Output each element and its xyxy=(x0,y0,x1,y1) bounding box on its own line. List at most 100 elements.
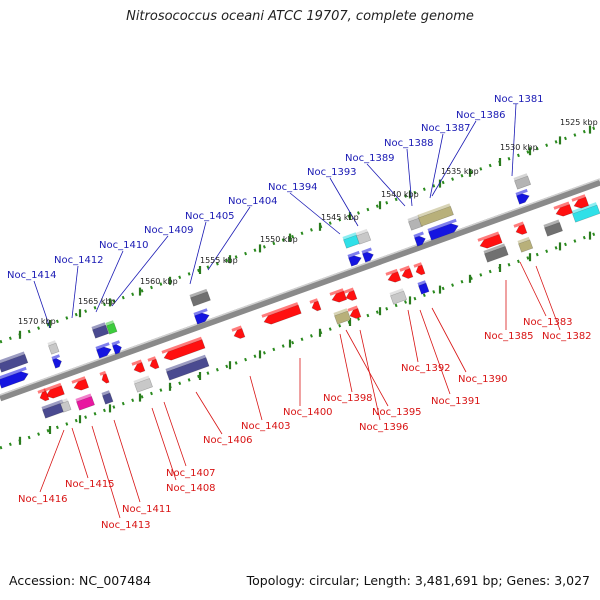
gene-shade xyxy=(515,188,528,196)
leader-line xyxy=(407,309,419,363)
gene-shade xyxy=(193,308,208,316)
reverse-gene-labels: Noc_1383 Noc_1382 Noc_1385 Noc_1390 Noc_… xyxy=(18,317,592,531)
leader-line xyxy=(431,120,477,197)
forward-gene-feature xyxy=(413,231,426,247)
reverse-gene-feature xyxy=(131,359,146,373)
gene-label[interactable]: Noc_1392 xyxy=(401,363,451,374)
reverse-gene-feature xyxy=(513,221,528,235)
gene-shade xyxy=(329,288,344,296)
gene-label[interactable]: Noc_1413 xyxy=(101,520,151,531)
gene-shade xyxy=(417,280,427,286)
gene-shade xyxy=(413,262,423,268)
reverse-gene-feature xyxy=(37,388,50,402)
reverse-gene-feature xyxy=(43,382,65,399)
leader-line xyxy=(113,419,141,503)
gene-label[interactable]: Noc_1403 xyxy=(241,421,291,432)
gene-label[interactable]: Noc_1412 xyxy=(54,255,104,266)
leader-line xyxy=(359,329,381,421)
accession-text: Accession: NC_007484 xyxy=(9,573,152,588)
reverse-gene-feature xyxy=(571,194,590,209)
gene-label[interactable]: Noc_1381 xyxy=(494,94,544,105)
forward-gene-labels: Noc_1381 Noc_1386 Noc_1387 Noc_1388 Noc_… xyxy=(7,94,544,281)
gene-shade xyxy=(399,265,410,272)
gene-label[interactable]: Noc_1390 xyxy=(458,374,508,385)
gene-shade xyxy=(417,203,451,218)
gene-shade xyxy=(59,398,69,404)
scale-label: 1555 kbp xyxy=(200,256,238,265)
gene-label[interactable]: Noc_1394 xyxy=(268,182,318,193)
gene-shade xyxy=(71,376,86,384)
scale-label: 1560 kbp xyxy=(140,277,178,286)
gene-shade xyxy=(413,231,424,238)
gene-shade xyxy=(47,340,57,346)
gene-label[interactable]: Noc_1389 xyxy=(345,153,395,164)
gene-label[interactable]: Noc_1383 xyxy=(523,317,573,328)
forward-gene-feature xyxy=(571,202,600,223)
reverse-gene-feature xyxy=(347,305,362,319)
gene-label[interactable]: Noc_1387 xyxy=(421,123,471,134)
forward-gene-feature xyxy=(0,366,29,389)
gene-label[interactable]: Noc_1395 xyxy=(372,407,422,418)
gene-label[interactable]: Noc_1388 xyxy=(384,138,434,149)
gene-label[interactable]: Noc_1414 xyxy=(7,270,57,281)
gene-label[interactable]: Noc_1404 xyxy=(228,196,278,207)
forward-gene-feature xyxy=(417,203,454,227)
gene-arrow xyxy=(515,223,528,235)
gene-label[interactable]: Noc_1398 xyxy=(323,393,373,404)
gene-shade xyxy=(189,288,208,298)
gene-label[interactable]: Noc_1416 xyxy=(18,494,68,505)
gene-label[interactable]: Noc_1393 xyxy=(307,167,357,178)
forward-gene-feature xyxy=(513,173,532,190)
gene-shade xyxy=(161,336,202,354)
leader-line xyxy=(111,235,169,307)
reverse-gene-feature xyxy=(59,398,72,413)
gene-shade xyxy=(553,201,570,210)
scale-label: 1570 kbp xyxy=(18,317,56,326)
gene-shade xyxy=(389,288,404,296)
gene-label[interactable]: Noc_1400 xyxy=(283,407,333,418)
gene-shade xyxy=(261,302,299,318)
reverse-gene-feature xyxy=(343,287,358,301)
gene-label[interactable]: Noc_1386 xyxy=(456,110,506,121)
gene-shade xyxy=(95,342,110,350)
gene-shade xyxy=(231,325,242,332)
leader-line xyxy=(195,391,223,435)
leader-line xyxy=(71,265,79,319)
leader-line xyxy=(419,309,451,395)
gene-label[interactable]: Noc_1411 xyxy=(122,504,172,515)
leader-line xyxy=(91,425,121,519)
gene-shade xyxy=(477,231,500,242)
gene-label[interactable]: Noc_1382 xyxy=(542,331,592,342)
genome-summary-text: Topology: circular; Length: 3,481,691 bp… xyxy=(246,573,590,588)
forward-gene-feature xyxy=(342,232,361,249)
scale-label: 1540 kbp xyxy=(381,190,419,199)
forward-gene-feature xyxy=(515,188,530,205)
leader-line xyxy=(535,265,561,331)
gene-label[interactable]: Noc_1405 xyxy=(185,211,235,222)
forward-gene-feature xyxy=(111,340,122,355)
forward-gene-feature xyxy=(355,228,372,245)
gene-shade xyxy=(483,243,506,254)
scale-label: 1525 kbp xyxy=(560,118,598,127)
gene-label[interactable]: Noc_1408 xyxy=(166,483,216,494)
gene-label[interactable]: Noc_1385 xyxy=(484,331,534,342)
gene-label[interactable]: Noc_1391 xyxy=(431,396,481,407)
gene-label[interactable]: Noc_1410 xyxy=(99,240,149,251)
gene-label[interactable]: Noc_1409 xyxy=(144,225,194,236)
gene-shade xyxy=(361,247,372,254)
leader-line xyxy=(429,133,444,199)
reverse-gene-feature xyxy=(71,376,90,391)
scale-ticks xyxy=(18,125,592,445)
forward-gene-feature xyxy=(91,322,110,339)
gene-label[interactable]: Noc_1396 xyxy=(359,422,409,433)
gene-label[interactable]: Noc_1415 xyxy=(65,479,115,490)
gene-shade xyxy=(427,218,457,232)
gene-label[interactable]: Noc_1407 xyxy=(166,468,216,479)
label-leaders xyxy=(33,103,561,519)
gene-shade xyxy=(571,194,586,202)
gene-shade xyxy=(51,354,61,360)
gene-label[interactable]: Noc_1406 xyxy=(203,435,253,446)
reverse-gene-feature xyxy=(517,236,534,253)
